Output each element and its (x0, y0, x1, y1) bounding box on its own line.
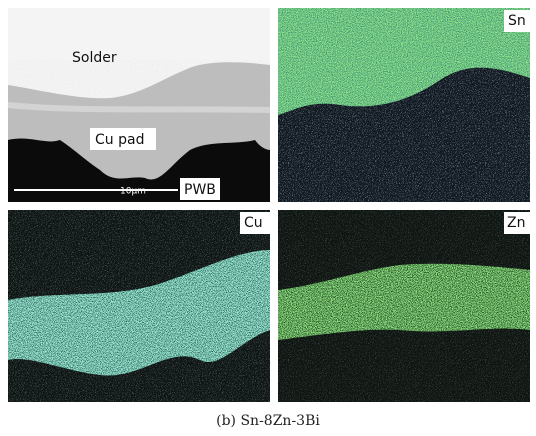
scale-bar-label: 10μm (120, 187, 146, 197)
cu-pad-label: Cu pad (95, 132, 144, 148)
caption: (b) Sn-8Zn-3Bi (216, 413, 320, 429)
page: {"panels": {"sem": {"solder": "Solder", … (0, 0, 536, 436)
figure: 10μm Solder Cu pad PWB Sn Cu Zn (b) Sn-8… (0, 0, 536, 436)
cu-label: Cu (244, 215, 263, 231)
pwb-label: PWB (184, 182, 216, 198)
cu-panel: Cu (8, 210, 270, 402)
sem-panel: 10μm Solder Cu pad PWB (8, 8, 270, 202)
sn-label: Sn (508, 13, 526, 29)
zn-panel: Zn (278, 210, 530, 402)
sn-panel: Sn (278, 8, 530, 202)
zn-label: Zn (507, 215, 525, 231)
page-body: 10μm Solder Cu pad PWB Sn Cu Zn (b) Sn-8… (0, 0, 536, 436)
solder-label: Solder (72, 50, 117, 66)
